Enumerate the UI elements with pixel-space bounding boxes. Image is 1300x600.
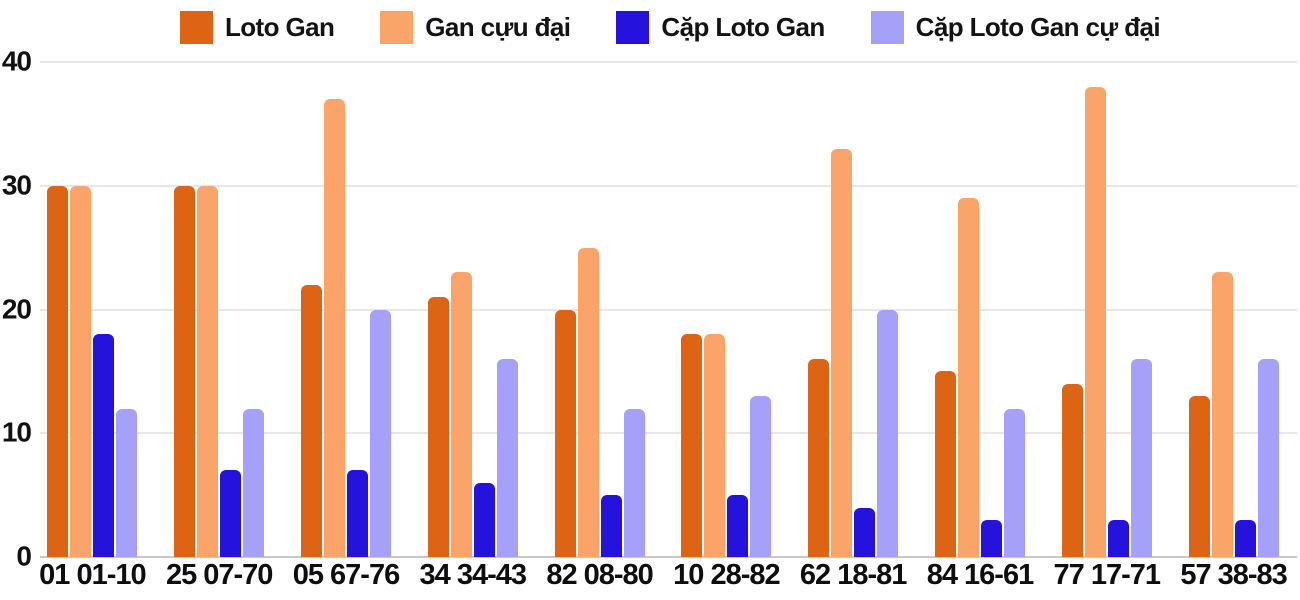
legend-label: Loto Gan	[224, 11, 335, 42]
legend-swatch	[179, 10, 213, 44]
y-axis: 0 10 20 30 40	[0, 45, 32, 571]
bar-group	[283, 62, 410, 557]
y-axis-label: 10	[1, 416, 32, 448]
bar-4-group-2[interactable]	[243, 408, 265, 557]
bar-1-group-3[interactable]	[300, 284, 322, 557]
legend-item[interactable]: Cặp Loto Gan	[616, 10, 825, 44]
bar-4-group-7[interactable]	[877, 309, 899, 557]
legend-item[interactable]: Loto Gan	[179, 10, 335, 44]
bar-group	[663, 62, 790, 557]
bar-3-group-5[interactable]	[600, 495, 622, 557]
bar-group	[1170, 62, 1297, 557]
legend-item[interactable]: Gan cựu đại	[380, 10, 571, 44]
chart-legend: Loto Gan Gan cựu đại Cặp Loto Gan Cặp Loto …	[40, 7, 1300, 47]
x-axis-label: 05 67-76	[292, 559, 400, 591]
bar-2-group-2[interactable]	[197, 185, 219, 557]
plot-area	[29, 61, 1297, 558]
bar-1-group-5[interactable]	[554, 309, 576, 557]
bar-2-group-9[interactable]	[1084, 86, 1106, 557]
legend-swatch	[380, 10, 414, 44]
bar-3-group-4[interactable]	[473, 482, 495, 557]
bar-1-group-8[interactable]	[934, 371, 956, 557]
bar-3-group-1[interactable]	[93, 334, 115, 557]
legend-label: Cặp Loto Gan	[661, 11, 825, 42]
bar-4-group-1[interactable]	[116, 408, 138, 557]
legend-item[interactable]: Cặp Loto Gan cự đại	[870, 10, 1161, 44]
bar-2-group-3[interactable]	[323, 99, 345, 557]
x-axis-label: 01 01-10	[39, 559, 146, 591]
bar-4-group-6[interactable]	[750, 396, 772, 557]
bar-2-group-4[interactable]	[450, 272, 472, 557]
legend-swatch	[616, 10, 650, 44]
bar-4-group-10[interactable]	[1257, 359, 1279, 557]
bar-3-group-9[interactable]	[1107, 519, 1129, 557]
bar-2-group-6[interactable]	[704, 334, 726, 557]
bar-group	[917, 62, 1044, 557]
y-axis-label: 20	[1, 292, 32, 324]
bar-1-group-7[interactable]	[808, 359, 830, 557]
bar-1-group-9[interactable]	[1061, 383, 1083, 557]
x-axis-label: 34 34-43	[419, 559, 527, 591]
x-axis-label: 10 28-82	[673, 559, 780, 591]
bar-2-group-7[interactable]	[831, 148, 853, 557]
bar-group	[536, 62, 663, 557]
x-axis-label: 25 07-70	[165, 559, 273, 591]
x-axis-label: 84 16-61	[926, 559, 1034, 591]
x-axis: 01 01-10 25 07-70 05 67-76 34 34-43 82 08-80…	[29, 559, 1297, 592]
bar-1-group-10[interactable]	[1188, 396, 1210, 557]
baseline-grid-line	[40, 556, 1297, 558]
bar-1-group-6[interactable]	[681, 334, 703, 557]
legend-swatch	[870, 10, 904, 44]
bar-1-group-1[interactable]	[47, 185, 69, 557]
bar-3-group-6[interactable]	[727, 495, 749, 557]
bar-3-group-10[interactable]	[1234, 519, 1256, 557]
x-axis-label: 77 17-71	[1053, 559, 1161, 591]
bar-2-group-8[interactable]	[957, 198, 979, 557]
bar-4-group-8[interactable]	[1003, 408, 1025, 557]
bar-1-group-2[interactable]	[174, 185, 196, 557]
bar-group	[29, 62, 156, 557]
bar-1-group-4[interactable]	[427, 297, 449, 557]
legend-label: Gan cựu đại	[425, 11, 571, 42]
bar-3-group-7[interactable]	[854, 507, 876, 557]
grid-line	[40, 432, 1297, 435]
bar-4-group-4[interactable]	[496, 359, 518, 557]
bar-4-group-3[interactable]	[369, 309, 391, 557]
grid-line	[40, 61, 1297, 63]
bar-group	[156, 62, 283, 557]
y-axis-label: 0	[16, 540, 32, 572]
bar-4-group-9[interactable]	[1130, 359, 1152, 557]
bar-group	[1043, 62, 1170, 557]
legend-label: Cặp Loto Gan cự đại	[915, 11, 1161, 42]
bar-group	[409, 62, 536, 557]
bar-4-group-5[interactable]	[623, 408, 645, 557]
bar-3-group-2[interactable]	[220, 470, 242, 557]
y-axis-label: 30	[1, 169, 32, 201]
grid-line	[40, 308, 1297, 311]
bar-2-group-5[interactable]	[577, 247, 599, 557]
bar-2-group-1[interactable]	[70, 185, 92, 557]
bar-group	[790, 62, 917, 557]
y-axis-label: 40	[1, 45, 32, 77]
bar-3-group-3[interactable]	[346, 470, 368, 557]
bar-3-group-8[interactable]	[980, 519, 1002, 557]
grid-line	[40, 184, 1297, 187]
x-axis-label: 82 08-80	[546, 559, 653, 591]
bar-groups	[29, 62, 1297, 557]
x-axis-label: 57 38-83	[1180, 559, 1287, 591]
x-axis-label: 62 18-81	[799, 559, 907, 591]
bar-2-group-10[interactable]	[1211, 272, 1233, 557]
